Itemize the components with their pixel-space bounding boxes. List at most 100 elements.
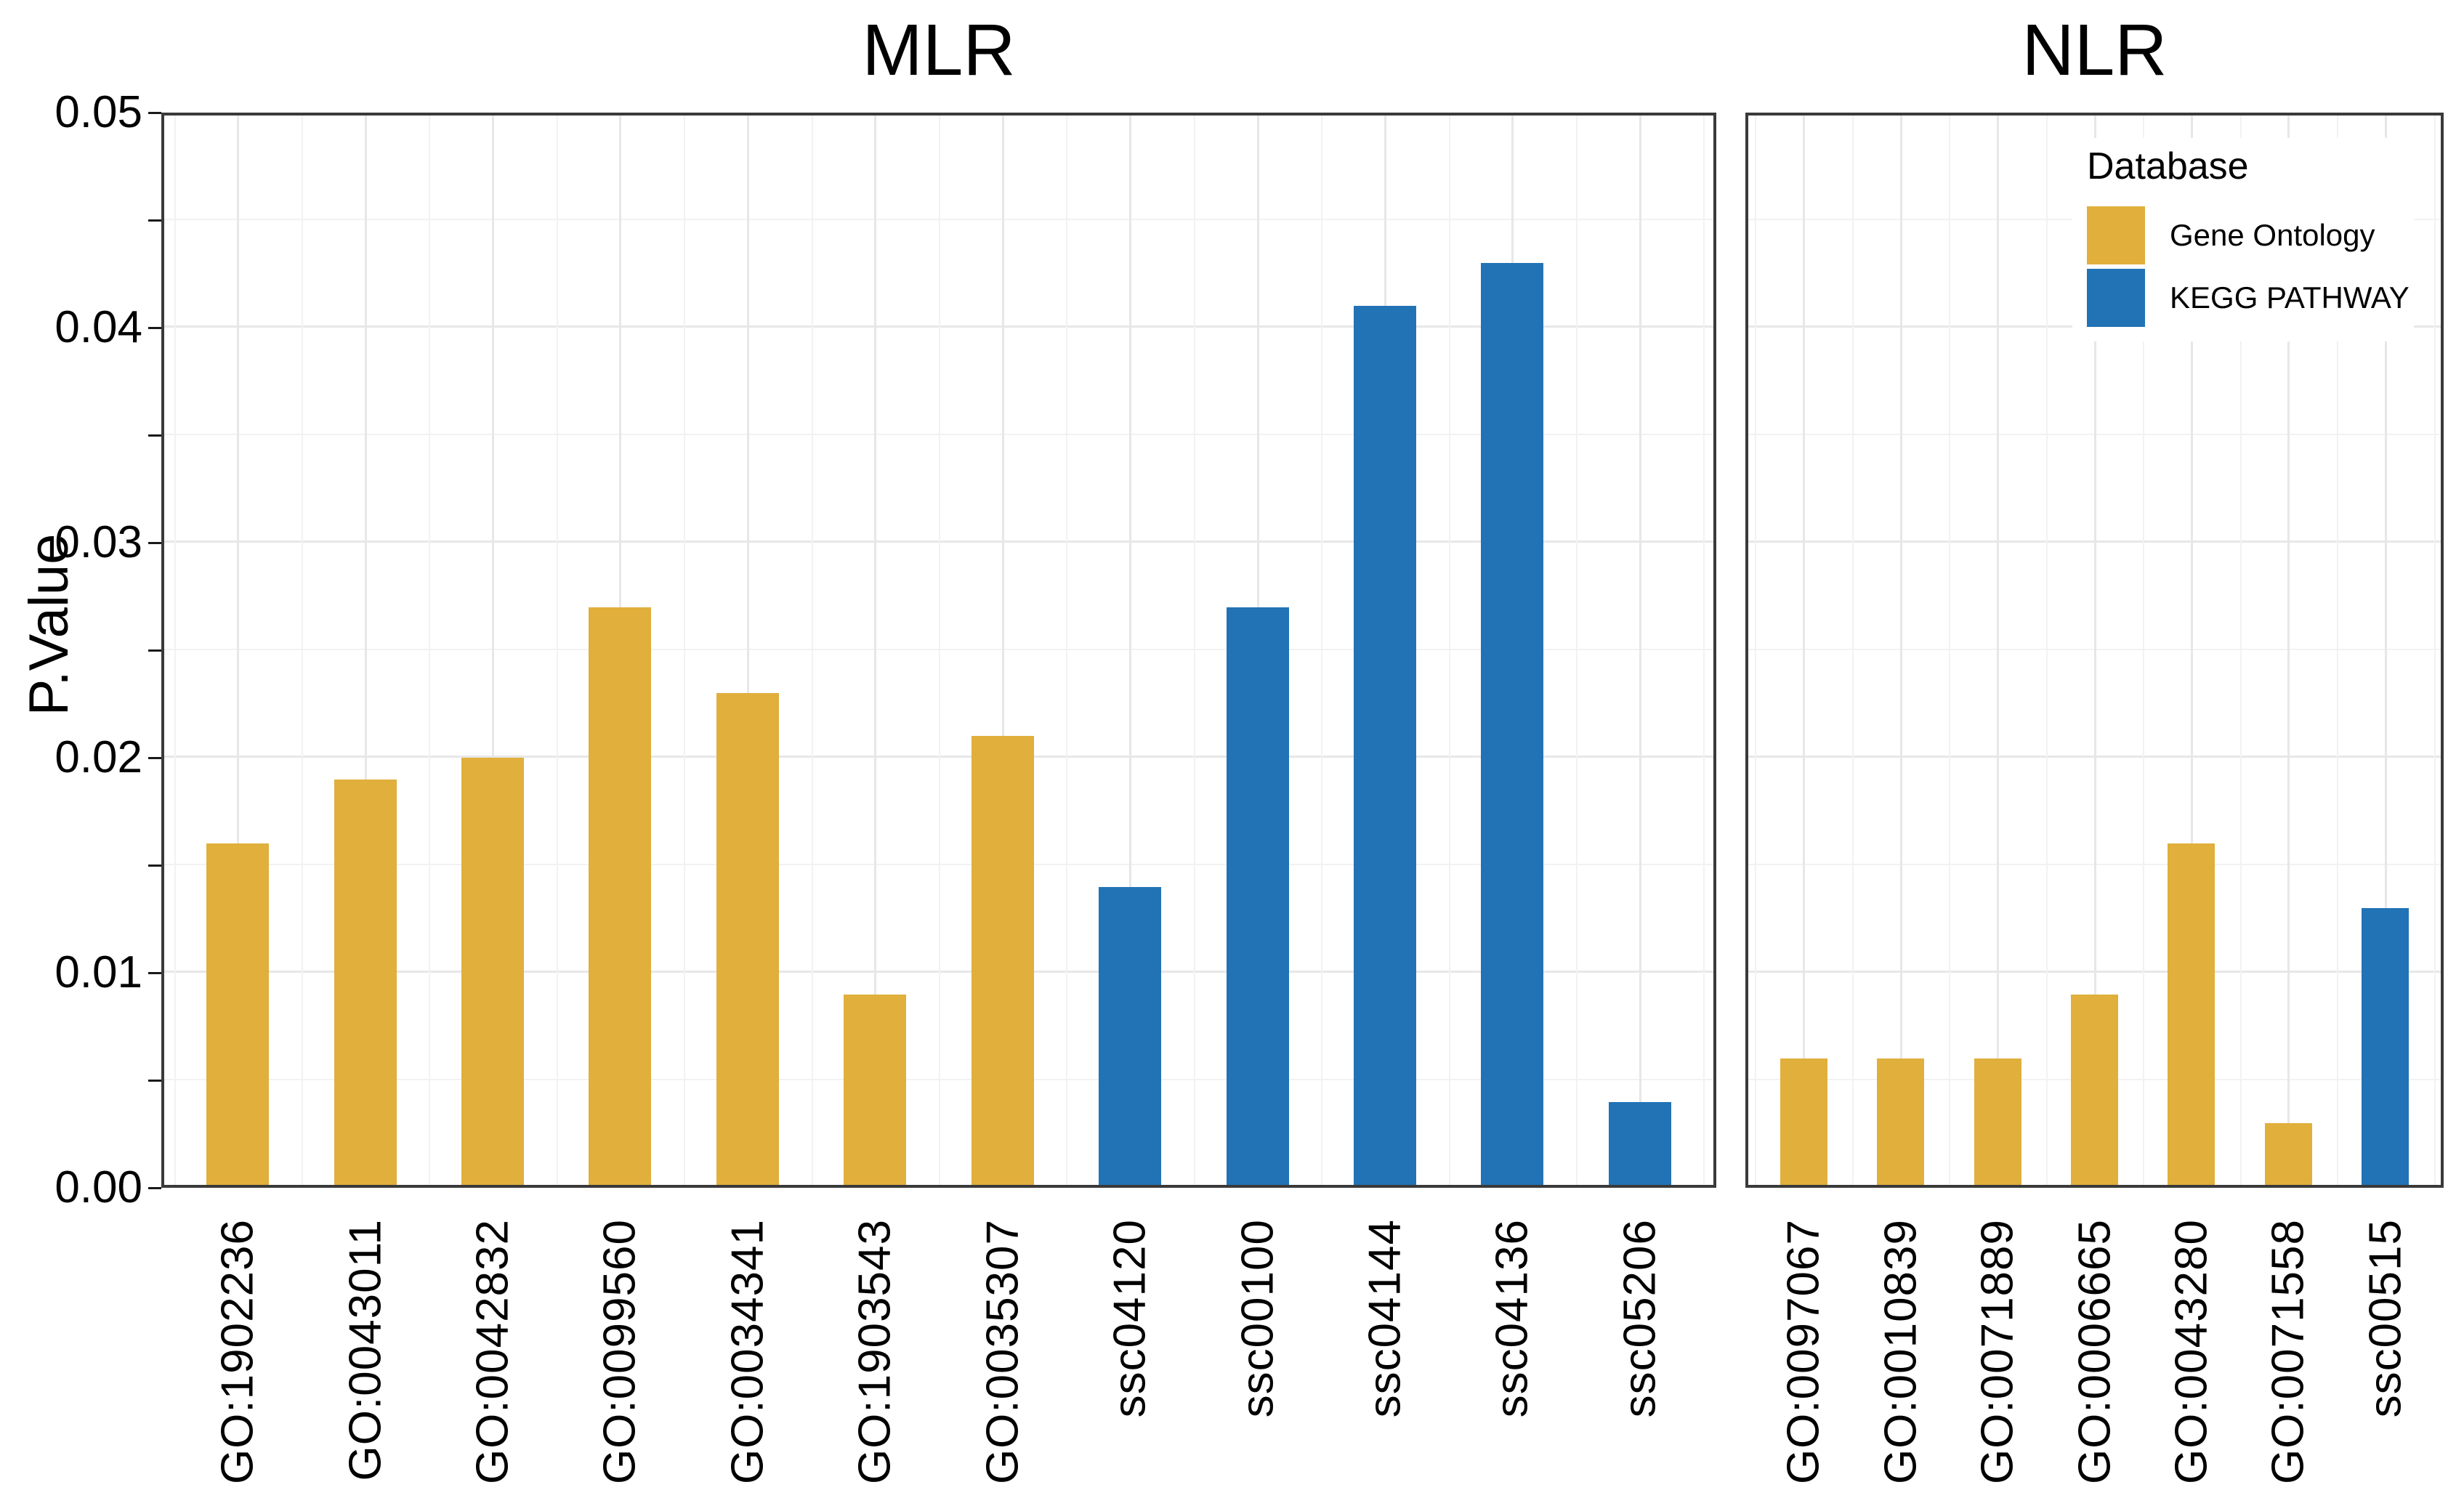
minor-gridline-v — [1321, 113, 1322, 1188]
kegg-pathway-color-swatch — [2087, 269, 2145, 327]
major-gridline-v — [1803, 113, 1805, 1188]
y-tick-label-0.02: 0.02 — [54, 732, 142, 782]
legend-item-gene-ontology: Gene Ontology — [2087, 206, 2414, 264]
y-axis-tick — [148, 649, 161, 652]
minor-gridline-v — [1852, 113, 1854, 1188]
x-tick-label-ssc00100: ssc00100 — [1232, 1219, 1283, 1418]
panel-mlr — [161, 113, 1716, 1188]
facet-title-mlr: MLR — [862, 9, 1016, 91]
minor-gridline-v — [2434, 113, 2436, 1188]
x-tick-label-GO:0043011: GO:0043011 — [340, 1219, 391, 1481]
legend: Database Gene Ontology KEGG PATHWAY — [2072, 138, 2414, 341]
y-axis-tick — [148, 1080, 161, 1082]
bar-GO:0035307 — [972, 736, 1034, 1188]
y-axis-tick — [148, 757, 161, 759]
gene-ontology-color-swatch — [2087, 206, 2145, 264]
y-axis-tick — [148, 434, 161, 437]
major-gridline-v — [747, 113, 749, 1188]
major-gridline-v — [365, 113, 367, 1188]
minor-gridline-v — [684, 113, 685, 1188]
minor-gridline-v — [1703, 113, 1705, 1188]
minor-gridline-v — [2337, 113, 2338, 1188]
x-tick-label-GO:1902236: GO:1902236 — [212, 1219, 263, 1485]
minor-gridline-v — [2046, 113, 2048, 1188]
y-tick-label-0.04: 0.04 — [54, 302, 142, 352]
bar-GO:0042832 — [461, 758, 524, 1188]
x-tick-label-GO:1903543: GO:1903543 — [849, 1219, 900, 1485]
major-gridline-v — [2385, 113, 2387, 1188]
y-axis-tick — [148, 972, 161, 974]
x-tick-label-GO:0010839: GO:0010839 — [1875, 1219, 1926, 1485]
x-tick-label-GO:0034341: GO:0034341 — [722, 1219, 773, 1485]
minor-gridline-v — [1949, 113, 1950, 1188]
major-gridline-v — [237, 113, 239, 1188]
y-tick-label-0.05: 0.05 — [54, 87, 142, 137]
minor-gridline-v — [302, 113, 303, 1188]
major-gridline-v — [2287, 113, 2290, 1188]
x-tick-label-ssc04144: ssc04144 — [1360, 1219, 1410, 1418]
bar-GO:1902236 — [206, 843, 269, 1188]
x-tick-label-GO:0043280: GO:0043280 — [2166, 1219, 2217, 1485]
bar-GO:0010839 — [1877, 1058, 1924, 1188]
major-gridline-v — [874, 113, 876, 1188]
x-tick-label-GO:0006665: GO:0006665 — [2069, 1219, 2120, 1485]
major-gridline-v — [2191, 113, 2193, 1188]
bar-GO:0071889 — [1974, 1058, 2021, 1188]
bar-ssc00515 — [2362, 908, 2409, 1188]
bar-ssc04144 — [1354, 306, 1416, 1188]
y-axis-tick — [148, 327, 161, 329]
minor-gridline-v — [1449, 113, 1450, 1188]
minor-gridline-v — [939, 113, 940, 1188]
minor-gridline-v — [557, 113, 558, 1188]
major-gridline-v — [1129, 113, 1131, 1188]
minor-gridline-v — [1066, 113, 1067, 1188]
major-gridline-v — [1900, 113, 1902, 1188]
x-tick-label-GO:0035307: GO:0035307 — [977, 1219, 1028, 1485]
y-axis-tick — [148, 865, 161, 867]
major-gridline-v — [492, 113, 494, 1188]
bar-ssc04120 — [1099, 887, 1161, 1188]
bar-GO:0006665 — [2071, 995, 2118, 1188]
x-tick-label-ssc04120: ssc04120 — [1104, 1219, 1155, 1418]
y-axis-tick — [148, 219, 161, 222]
y-tick-label-0.01: 0.01 — [54, 947, 142, 997]
minor-gridline-v — [1194, 113, 1195, 1188]
major-gridline-v — [1002, 113, 1004, 1188]
legend-item-kegg-pathway: KEGG PATHWAY — [2087, 269, 2414, 327]
x-tick-label-ssc00515: ssc00515 — [2360, 1219, 2411, 1418]
major-gridline-v — [1639, 113, 1641, 1188]
bar-ssc05206 — [1609, 1102, 1671, 1188]
y-tick-label-0.03: 0.03 — [54, 517, 142, 567]
y-axis-tick — [148, 542, 161, 544]
legend-label: KEGG PATHWAY — [2170, 280, 2410, 315]
minor-gridline-v — [2143, 113, 2144, 1188]
y-axis-tick — [148, 112, 161, 114]
x-tick-label-GO:0071558: GO:0071558 — [2263, 1219, 2314, 1485]
bar-GO:0099560 — [589, 607, 651, 1188]
x-tick-label-ssc04136: ssc04136 — [1487, 1219, 1538, 1418]
bar-GO:0034341 — [716, 693, 779, 1188]
bar-GO:0071558 — [2265, 1123, 2312, 1188]
minor-gridline-v — [1755, 113, 1756, 1188]
facet-title-nlr: NLR — [2021, 9, 2168, 91]
legend-title: Database — [2087, 145, 2249, 187]
x-tick-label-GO:0099560: GO:0099560 — [594, 1219, 645, 1485]
y-axis-tick — [148, 1187, 161, 1189]
bar-GO:0043280 — [2168, 843, 2215, 1188]
x-tick-label-GO:0042832: GO:0042832 — [467, 1219, 518, 1485]
legend-label: Gene Ontology — [2170, 218, 2375, 252]
minor-gridline-v — [174, 113, 176, 1188]
bar-GO:0097067 — [1780, 1058, 1827, 1188]
bar-GO:0043011 — [334, 780, 397, 1188]
bar-ssc04136 — [1481, 263, 1543, 1188]
x-tick-label-GO:0071889: GO:0071889 — [1972, 1219, 2023, 1485]
x-tick-label-GO:0097067: GO:0097067 — [1778, 1219, 1829, 1485]
major-gridline-v — [1997, 113, 1999, 1188]
bar-GO:1903543 — [844, 995, 906, 1188]
x-tick-label-ssc05206: ssc05206 — [1615, 1219, 1665, 1418]
minor-gridline-v — [812, 113, 813, 1188]
major-gridline-v — [2094, 113, 2096, 1188]
bar-ssc00100 — [1227, 607, 1289, 1188]
minor-gridline-v — [429, 113, 430, 1188]
